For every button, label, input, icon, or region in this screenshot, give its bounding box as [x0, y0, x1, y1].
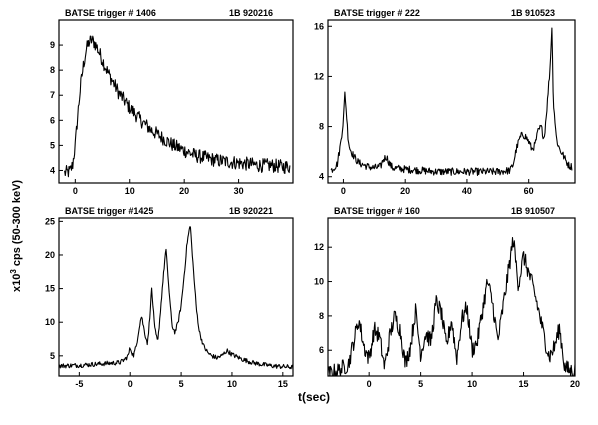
y-tick-label: 12	[314, 71, 324, 81]
panel-title-right: 1B 920221	[229, 206, 273, 216]
panel-title-left: BATSE trigger # 1406	[65, 8, 156, 18]
panel-title-right: 1B 910523	[511, 8, 555, 18]
x-tick-label: 15	[278, 379, 288, 389]
y-axis-label: x103 cps (50-300 keV)	[9, 180, 23, 292]
panel-title-left: BATSE trigger # 222	[334, 8, 420, 18]
x-tick-label: 5	[418, 379, 423, 389]
x-tick-label: 15	[519, 379, 529, 389]
y-tick-label: 8	[319, 311, 324, 321]
x-tick-label: 5	[179, 379, 184, 389]
panel-title-right: 1B 920216	[229, 8, 273, 18]
panel-2: BATSE trigger # 222 1B 910523 0 20 40 60 4 8 12 1…	[314, 8, 576, 196]
x-tick-label: 30	[234, 186, 244, 196]
x-tick-label: 20	[400, 186, 410, 196]
x-tick-label: 20	[179, 186, 189, 196]
panel-title-left: BATSE trigger #1425	[65, 206, 153, 216]
y-tick-label: 5	[50, 140, 55, 150]
y-tick-label: 9	[50, 40, 55, 50]
x-tick-label: 10	[467, 379, 477, 389]
plot-frame	[58, 19, 294, 184]
y-tick-label: 4	[319, 172, 324, 182]
light-curve-line	[330, 27, 573, 176]
y-tick-label: 7	[50, 90, 55, 100]
panel-3: BATSE trigger #1425 1B 920221 -5 0 5 10 15 5 10 1…	[45, 206, 294, 389]
panel-title-left: BATSE trigger # 160	[334, 206, 420, 216]
x-tick-label: 0	[73, 186, 78, 196]
x-tick-label: 0	[341, 186, 346, 196]
panel-4: BATSE trigger # 160 1B 910507 0 5 10 15 20 6 8 10…	[314, 206, 580, 389]
x-tick-label: 20	[570, 379, 580, 389]
y-tick-label: 20	[45, 250, 55, 260]
y-tick-label: 10	[314, 277, 324, 287]
plot-frame	[58, 217, 294, 377]
y-tick-label: 16	[314, 21, 324, 31]
light-curve-line	[58, 226, 294, 370]
plot-frame	[327, 19, 576, 184]
x-tick-label: 10	[227, 379, 237, 389]
y-tick-label: 5	[50, 351, 55, 361]
y-tick-label: 25	[45, 216, 55, 226]
y-tick-label: 15	[45, 284, 55, 294]
x-tick-label: 40	[462, 186, 472, 196]
x-tick-label: 10	[125, 186, 135, 196]
x-tick-label: 0	[367, 379, 372, 389]
plot-frame	[327, 217, 576, 377]
x-tick-label: -5	[75, 379, 83, 389]
y-tick-label: 8	[319, 122, 324, 132]
panel-title-right: 1B 910507	[511, 206, 555, 216]
y-tick-label: 8	[50, 65, 55, 75]
y-tick-label: 10	[45, 317, 55, 327]
x-tick-label: 0	[128, 379, 133, 389]
light-curve-line	[327, 237, 576, 377]
x-tick-label: 60	[524, 186, 534, 196]
y-tick-label: 6	[319, 345, 324, 355]
y-tick-label: 6	[50, 115, 55, 125]
x-axis-label: t(sec)	[298, 390, 330, 404]
light-curve-line	[64, 35, 291, 178]
y-tick-label: 12	[314, 242, 324, 252]
y-tick-label: 4	[50, 165, 55, 175]
panels: BATSE trigger # 1406 1B 920216 0 10 20 30 4 5 6 7…	[45, 8, 580, 389]
panel-1: BATSE trigger # 1406 1B 920216 0 10 20 30 4 5 6 7…	[50, 8, 294, 196]
